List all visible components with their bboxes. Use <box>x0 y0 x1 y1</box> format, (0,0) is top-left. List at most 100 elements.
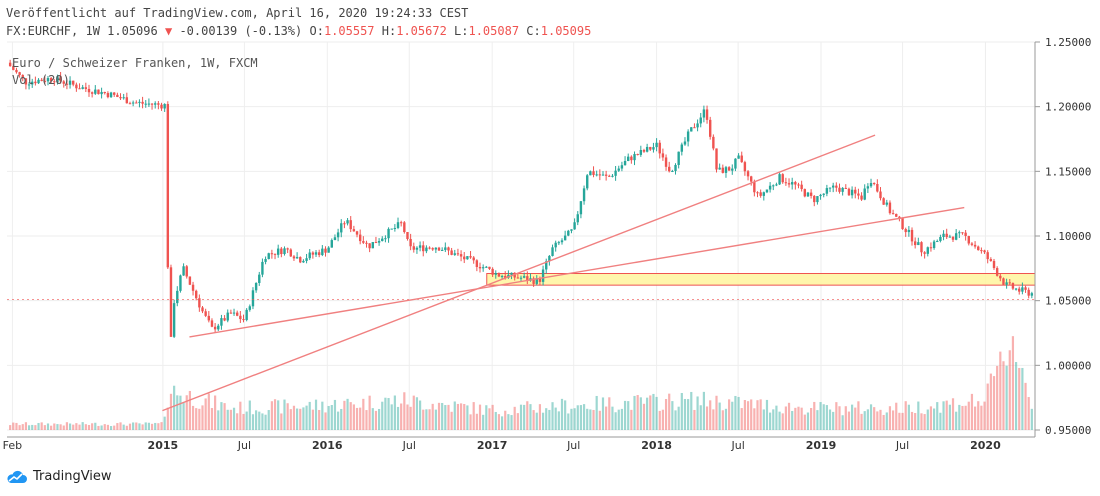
candle-body <box>12 66 15 70</box>
x-tick-label: 2015 <box>148 439 179 452</box>
open-label: O: <box>309 24 324 38</box>
candle-body <box>1024 287 1027 290</box>
volume-bar <box>904 401 907 430</box>
candle-body <box>674 164 677 171</box>
candle-body <box>475 260 479 268</box>
candle-body <box>1002 278 1005 285</box>
volume-bar <box>289 409 292 430</box>
symbol-header: FX:EURCHF, 1W 1.05096 ▼ -0.00139 (-0.13%… <box>6 24 591 38</box>
y-tick-label: 1.00000 <box>1045 359 1091 372</box>
candle-body <box>860 195 863 200</box>
candle-body <box>759 192 762 196</box>
volume-bar <box>87 424 91 430</box>
volume-bar <box>876 411 879 430</box>
candle-body <box>358 234 362 242</box>
candle-body <box>46 78 50 82</box>
candle-body <box>538 278 542 282</box>
volume-bar <box>100 425 103 430</box>
candlesticks <box>7 59 1035 339</box>
brand-name: TradingView <box>33 469 112 484</box>
candle-body <box>668 166 671 172</box>
volume-bar <box>898 412 901 430</box>
candle-body <box>201 307 204 312</box>
candle-body <box>1030 293 1034 296</box>
trendline <box>162 134 876 412</box>
candle-body <box>62 81 65 84</box>
volume-bar <box>141 424 144 430</box>
candle-body <box>81 87 84 89</box>
volume-bar <box>31 424 34 430</box>
volume-bar <box>551 402 554 430</box>
candle-body <box>122 97 125 99</box>
candle-body <box>772 185 775 187</box>
volume-bar <box>636 395 639 430</box>
candle-body <box>273 253 277 255</box>
candle-body <box>522 276 526 278</box>
volume-bar <box>242 413 245 430</box>
candle-body <box>907 229 911 233</box>
trendlines[interactable] <box>162 134 965 412</box>
candle-body <box>314 252 318 255</box>
volume-bar <box>226 409 229 430</box>
candle-body <box>816 196 819 203</box>
volume-bar <box>9 425 12 430</box>
candle-body <box>31 81 34 85</box>
candle-body <box>541 269 545 282</box>
volume-bar <box>866 409 869 430</box>
candle-body <box>90 92 94 94</box>
volume-bar <box>302 407 305 430</box>
candle-body <box>447 247 450 251</box>
candle-body <box>822 193 825 195</box>
candle-body <box>374 242 378 244</box>
candle-body <box>172 303 176 337</box>
candle-body <box>469 256 472 258</box>
candle-body <box>340 223 343 233</box>
candle-body <box>1011 283 1015 289</box>
candle-body <box>154 103 157 105</box>
candle-body <box>724 167 728 173</box>
volume-bar <box>283 399 286 430</box>
volume-bar <box>523 404 526 430</box>
candle-body <box>182 266 185 276</box>
volume-bar <box>217 410 220 430</box>
volume-bar <box>564 400 567 430</box>
volume-bar <box>955 411 958 430</box>
volume-bar <box>674 410 677 430</box>
candle-body <box>245 309 248 321</box>
x-tick-label: 2020 <box>970 439 1001 452</box>
volume-bar <box>403 392 406 430</box>
candle-body <box>850 189 854 196</box>
candle-body <box>56 76 59 83</box>
volume-bar <box>598 410 601 430</box>
candle-body <box>633 154 636 161</box>
volume-bar <box>387 398 390 430</box>
volume-bar <box>305 405 308 430</box>
volume-bar <box>705 406 709 430</box>
x-tick-label: Jul <box>237 439 251 452</box>
candle-body <box>939 236 942 242</box>
volume-bar <box>973 406 977 430</box>
candle-body <box>743 162 747 172</box>
tradingview-logo[interactable]: TradingView <box>6 469 112 484</box>
candle-body <box>223 318 226 321</box>
volume-bar <box>844 406 847 430</box>
volume-bar <box>264 414 267 430</box>
volume-bar <box>229 409 232 430</box>
candle-body <box>381 238 384 242</box>
x-tick-label: Jul <box>730 439 744 452</box>
volume-bar <box>500 416 504 430</box>
volume-bar <box>838 406 841 430</box>
volume-bar <box>497 414 501 430</box>
volume-bar <box>627 401 630 430</box>
candle-body <box>94 89 97 94</box>
candle-body <box>762 192 766 196</box>
candle-body <box>778 174 781 185</box>
volume-bar <box>538 404 542 430</box>
volume-bar <box>907 404 910 430</box>
candle-body <box>756 192 759 194</box>
candle-body <box>888 202 892 214</box>
candle-body <box>576 214 579 223</box>
volume-bar <box>340 408 343 430</box>
candle-body <box>295 257 299 259</box>
